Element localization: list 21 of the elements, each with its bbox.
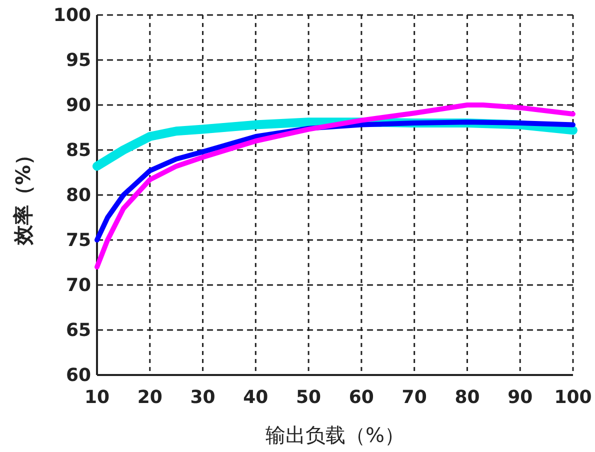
x-axis-title: 输出负载（%）	[265, 423, 405, 447]
x-tick-label: 80	[454, 387, 480, 408]
y-tick-label: 75	[66, 230, 91, 251]
x-tick-label: 40	[243, 387, 268, 408]
x-tick-label: 100	[554, 387, 592, 408]
y-tick-label: 65	[66, 320, 91, 341]
x-tick-label: 30	[190, 387, 216, 408]
y-tick-label: 60	[66, 365, 91, 386]
y-tick-label: 70	[66, 275, 91, 296]
y-tick-label: 85	[66, 140, 91, 161]
x-tick-label: 20	[137, 387, 162, 408]
x-tick-label: 50	[296, 387, 322, 408]
y-axis-title: 效率（%）	[11, 144, 35, 246]
x-tick-label: 70	[402, 387, 427, 408]
x-tick-label: 10	[84, 387, 110, 408]
y-tick-label: 80	[66, 185, 91, 206]
y-tick-label: 95	[66, 50, 91, 71]
x-tick-label: 60	[348, 387, 374, 408]
y-tick-label: 90	[66, 95, 91, 116]
y-tick-label: 100	[53, 5, 91, 26]
x-tick-label: 90	[508, 387, 533, 408]
